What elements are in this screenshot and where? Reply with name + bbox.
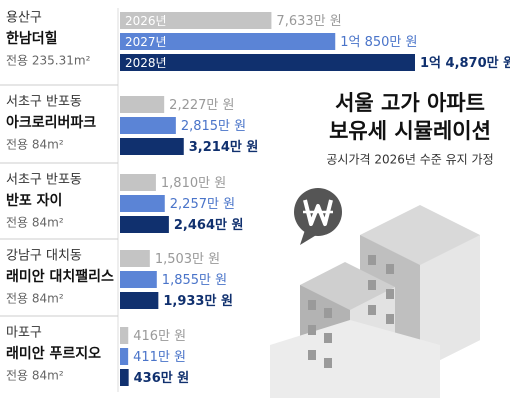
bar bbox=[120, 174, 156, 191]
district-label: 마포구 bbox=[6, 326, 42, 341]
value-label: 7,633만 원 bbox=[276, 14, 341, 29]
area-label: 전용 84m² bbox=[6, 369, 64, 383]
value-label: 3,214만 원 bbox=[189, 139, 259, 155]
bar bbox=[120, 348, 129, 365]
series-name: 2028년 bbox=[125, 56, 167, 70]
subtitle: 공시가격 2026년 수준 유지 가정 bbox=[326, 153, 493, 167]
area-label: 전용 84m² bbox=[6, 216, 64, 230]
apartment-name: 한남더힐 bbox=[6, 30, 58, 47]
apartment-name: 래미안 푸르지오 bbox=[6, 345, 101, 362]
bar bbox=[120, 138, 184, 155]
bar bbox=[120, 96, 165, 113]
bar bbox=[120, 117, 176, 134]
series-name: 2027년 bbox=[125, 35, 167, 49]
title-line: 서울 고가 아파트 bbox=[335, 91, 485, 115]
bar bbox=[120, 12, 272, 29]
title-line: 보유세 시뮬레이션 bbox=[329, 119, 491, 143]
bar bbox=[120, 33, 336, 50]
value-label: 2,227만 원 bbox=[169, 98, 234, 113]
apartment-name: 반포 자이 bbox=[6, 192, 62, 209]
district-label: 용산구 bbox=[6, 11, 42, 26]
district-label: 서초구 반포동 bbox=[6, 173, 82, 188]
value-label: 2,464만 원 bbox=[174, 217, 244, 233]
area-label: 전용 235.31m² bbox=[6, 54, 91, 68]
area-label: 전용 84m² bbox=[6, 292, 64, 306]
bar bbox=[120, 54, 415, 71]
value-label: 1,933만 원 bbox=[163, 293, 233, 309]
bar bbox=[120, 292, 159, 309]
bar bbox=[120, 250, 150, 267]
bar bbox=[120, 216, 169, 233]
district-label: 강남구 대치동 bbox=[6, 249, 82, 264]
value-label: 411만 원 bbox=[133, 350, 186, 365]
value-label: 2,257만 원 bbox=[170, 197, 235, 212]
value-label: 1,503만 원 bbox=[155, 252, 220, 267]
value-label: 436만 원 bbox=[134, 370, 190, 386]
apartment-name: 래미안 대치팰리스 bbox=[6, 268, 114, 285]
series-name: 2026년 bbox=[125, 14, 167, 28]
district-label: 서초구 반포동 bbox=[6, 95, 82, 110]
area-label: 전용 84m² bbox=[6, 138, 64, 152]
bar bbox=[120, 195, 165, 212]
value-label: 1억 850만 원 bbox=[340, 35, 417, 50]
value-label: 1억 4,870만 원 bbox=[420, 55, 510, 71]
value-label: 2,815만 원 bbox=[181, 119, 246, 134]
value-label: 1,855만 원 bbox=[162, 273, 227, 288]
bar bbox=[120, 327, 129, 344]
apartment-name: 아크로리버파크 bbox=[6, 114, 96, 131]
bar bbox=[120, 271, 157, 288]
bar bbox=[120, 369, 129, 386]
value-label: 416만 원 bbox=[133, 329, 186, 344]
value-label: 1,810만 원 bbox=[161, 176, 226, 191]
building-illustration bbox=[270, 188, 480, 398]
